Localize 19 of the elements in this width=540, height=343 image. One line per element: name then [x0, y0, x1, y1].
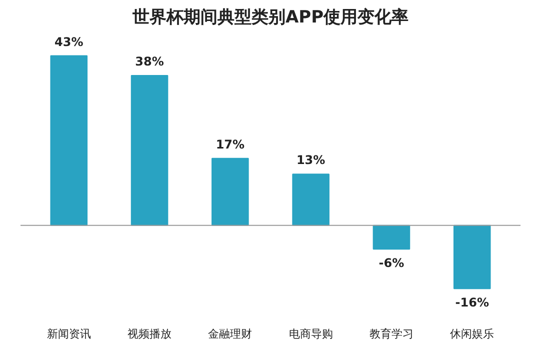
bar — [453, 224, 491, 290]
bar — [212, 158, 249, 226]
x-tick-label: 金融理财 — [208, 328, 252, 340]
data-label: 17% — [216, 137, 245, 152]
bar — [292, 174, 330, 226]
data-label: -16% — [455, 296, 489, 310]
data-label: -6% — [378, 256, 404, 270]
x-tick-label: 休闲娱乐 — [450, 328, 494, 340]
bar — [50, 55, 88, 226]
x-tick-label: 新闻资讯 — [46, 328, 91, 340]
x-tick-label: 教育学习 — [369, 328, 414, 340]
data-label: 13% — [296, 153, 326, 168]
data-label: 43% — [54, 34, 84, 49]
data-label: 38% — [135, 54, 164, 69]
bar — [130, 75, 168, 226]
x-tick-label: 视频播放 — [128, 328, 172, 340]
bar — [372, 224, 410, 250]
chart-title: 世界杯期间典型类别APP使用变化率 — [131, 8, 409, 28]
x-tick-label: 电商导购 — [288, 328, 333, 340]
